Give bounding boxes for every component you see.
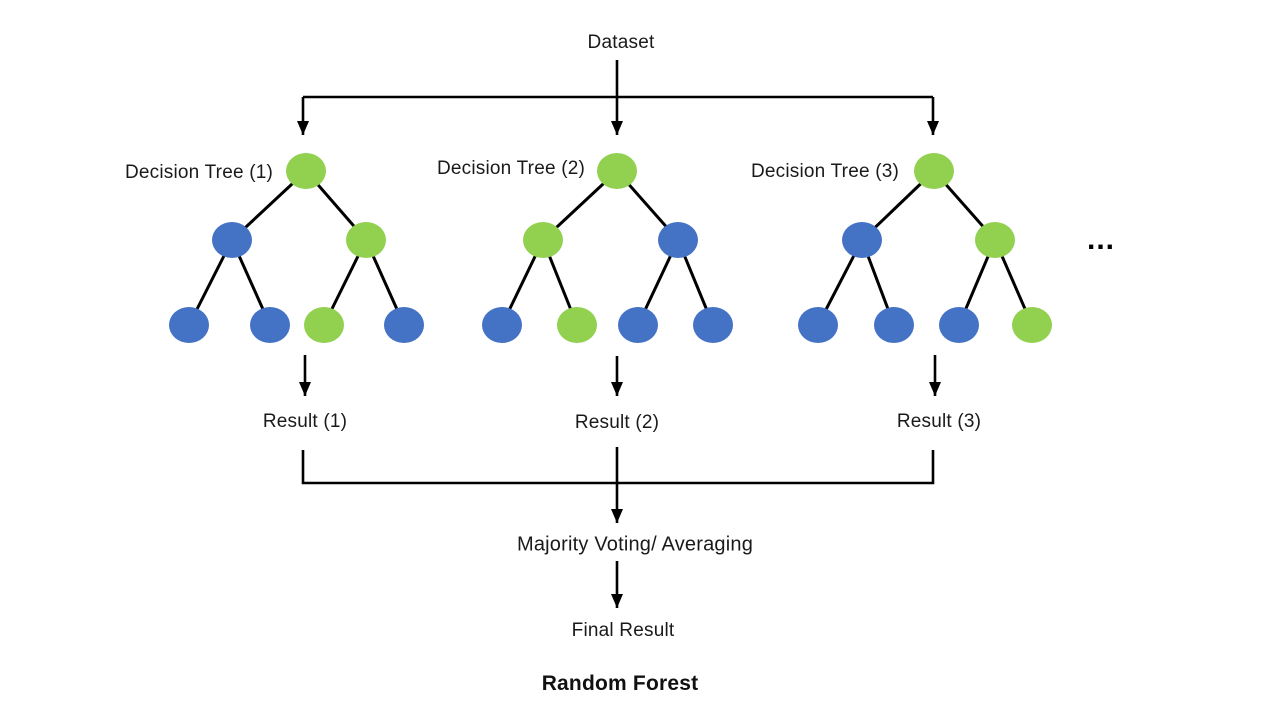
tree-3-node-green (914, 153, 954, 189)
more-trees-ellipsis: ... (1086, 223, 1116, 256)
decision-tree-2-label: Decision Tree (2) (436, 158, 586, 179)
tree-1-node-green (304, 307, 344, 343)
tree-3-node-green (975, 222, 1015, 258)
tree-1-node-green (346, 222, 386, 258)
merge-bracket (301, 450, 935, 485)
tree-1-node-green (286, 153, 326, 189)
tree-3-node-blue (842, 222, 882, 258)
tree-3-node-blue (939, 307, 979, 343)
tree-1-node-blue (250, 307, 290, 343)
tree-3-node-blue (874, 307, 914, 343)
majority-voting-label: Majority Voting/ Averaging (516, 533, 754, 556)
tree-2-node-blue (693, 307, 733, 343)
tree-2-node-blue (658, 222, 698, 258)
decision-tree-1-label: Decision Tree (1) (124, 162, 274, 183)
tree-1-node-blue (384, 307, 424, 343)
tree-2-node-blue (482, 307, 522, 343)
tree-2-node-green (523, 222, 563, 258)
tree-2-node-blue (618, 307, 658, 343)
diagram-title: Random Forest (541, 672, 699, 695)
dataset-label: Dataset (587, 32, 655, 53)
tree-2-node-green (557, 307, 597, 343)
result-3-label: Result (3) (896, 411, 982, 432)
tree-2-node-green (597, 153, 637, 189)
result-2-label: Result (2) (574, 412, 660, 433)
tree-3-node-blue (798, 307, 838, 343)
result-1-label: Result (1) (262, 411, 348, 432)
decision-tree-3-label: Decision Tree (3) (750, 161, 900, 182)
final-result-label: Final Result (571, 620, 675, 641)
tree-3-node-green (1012, 307, 1052, 343)
tree-1-node-blue (169, 307, 209, 343)
tree-1-node-blue (212, 222, 252, 258)
